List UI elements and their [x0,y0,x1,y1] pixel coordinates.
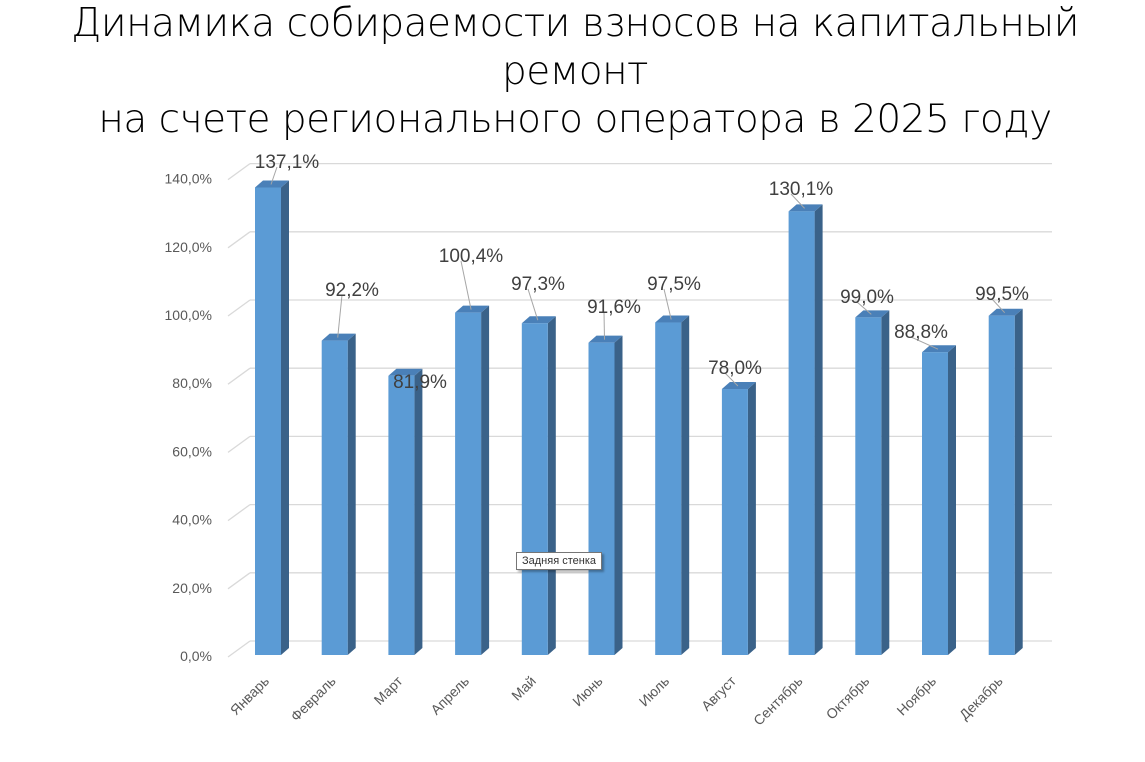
y-tick-label: 20,0% [172,580,212,596]
bar [788,211,815,655]
x-tick-label: Август [698,672,740,714]
gridline-diagonal [227,299,251,317]
x-tick-label: Ноябрь [893,673,939,719]
bar [521,323,548,655]
y-tick-label: 100,0% [165,307,212,323]
bar [922,352,948,655]
bar-side [681,315,690,655]
y-tick-label: 60,0% [172,443,212,459]
tooltip-back-wall: Задняя стенка [516,552,603,570]
x-tick-label: Октябрь [823,673,873,723]
leader-line [910,336,939,350]
data-label: 99,0% [840,287,894,308]
bar-top [455,305,490,313]
gridline-diagonal [227,572,251,590]
gridline-diagonal [227,504,251,522]
data-label: 91,6% [587,297,641,318]
gridline-diagonal [227,163,251,181]
data-label: 78,0% [708,358,762,379]
bar-top [922,345,956,353]
leader-line [460,260,472,310]
bar-side [948,345,956,655]
x-tick-label: Июль [636,673,673,710]
leader-line [856,301,872,315]
leader-line [663,288,672,320]
data-label: 99,5% [975,284,1029,305]
bar-side [481,305,490,655]
y-tick-label: 80,0% [172,375,212,391]
x-tick-label: Сентябрь [750,673,806,729]
chart-title-line-1: Динамика собираемости взносов на капитал… [71,1,1079,94]
y-tick-label: 140,0% [165,171,212,187]
bar-top [255,180,289,188]
bar [721,389,748,655]
bar [855,317,882,655]
data-label: 97,5% [647,274,701,295]
leader-line [790,193,805,209]
x-tick-label: Май [508,673,539,704]
x-tick-label: Март [371,672,406,707]
bar-side [414,368,423,655]
bar-top [788,204,823,212]
leader-line [991,298,1006,314]
x-tick-label: Январь [227,673,272,718]
bar [255,187,281,655]
bar [388,375,415,655]
data-label: 92,2% [325,280,379,301]
leader-line [603,311,605,340]
bar-top [388,368,423,376]
gridline-diagonal [227,640,251,658]
gridline-diagonal [227,367,251,385]
bar-side [547,316,556,655]
x-tick-label: Февраль [287,673,339,725]
bar-side [881,310,890,655]
bar-side [347,333,356,655]
data-label: 81,9% [393,372,447,393]
leader-line [724,372,739,387]
x-tick-label: Июнь [569,673,605,709]
y-tick-label: 120,0% [165,239,212,255]
bar-top [321,333,356,341]
bar-top [655,315,690,323]
bar-side [1014,308,1023,655]
gridline-diagonal [227,435,251,453]
bar [988,315,1015,655]
bar [455,312,482,655]
data-label: 88,8% [894,322,948,343]
bar-side [814,204,823,655]
data-label: 137,1% [255,152,320,173]
bar-top [855,310,890,318]
bar-top [721,382,756,390]
data-label: 130,1% [769,179,834,200]
bar [655,322,682,655]
bar [321,340,348,655]
gridline-diagonal [227,231,251,249]
bar-side [747,382,756,655]
leader-line [270,166,278,185]
x-tick-label: Декабрь [956,673,1006,723]
data-label: 97,3% [511,274,565,295]
chart-title-line-2: на счете регионального оператора в 2025 … [98,97,1052,142]
bar-side [281,180,289,655]
bar-top [988,308,1023,316]
data-label: 100,4% [439,246,504,267]
leader-line [527,288,539,321]
y-tick-label: 40,0% [172,512,212,528]
bar-side [614,335,623,655]
bar-top [521,316,556,324]
bar [588,342,615,655]
chart-title: Динамика собираемости взносов на капитал… [0,0,1145,144]
x-tick-label: Апрель [427,673,472,718]
y-tick-label: 0,0% [180,648,212,664]
bar-top [588,335,623,343]
leader-line [337,294,343,338]
